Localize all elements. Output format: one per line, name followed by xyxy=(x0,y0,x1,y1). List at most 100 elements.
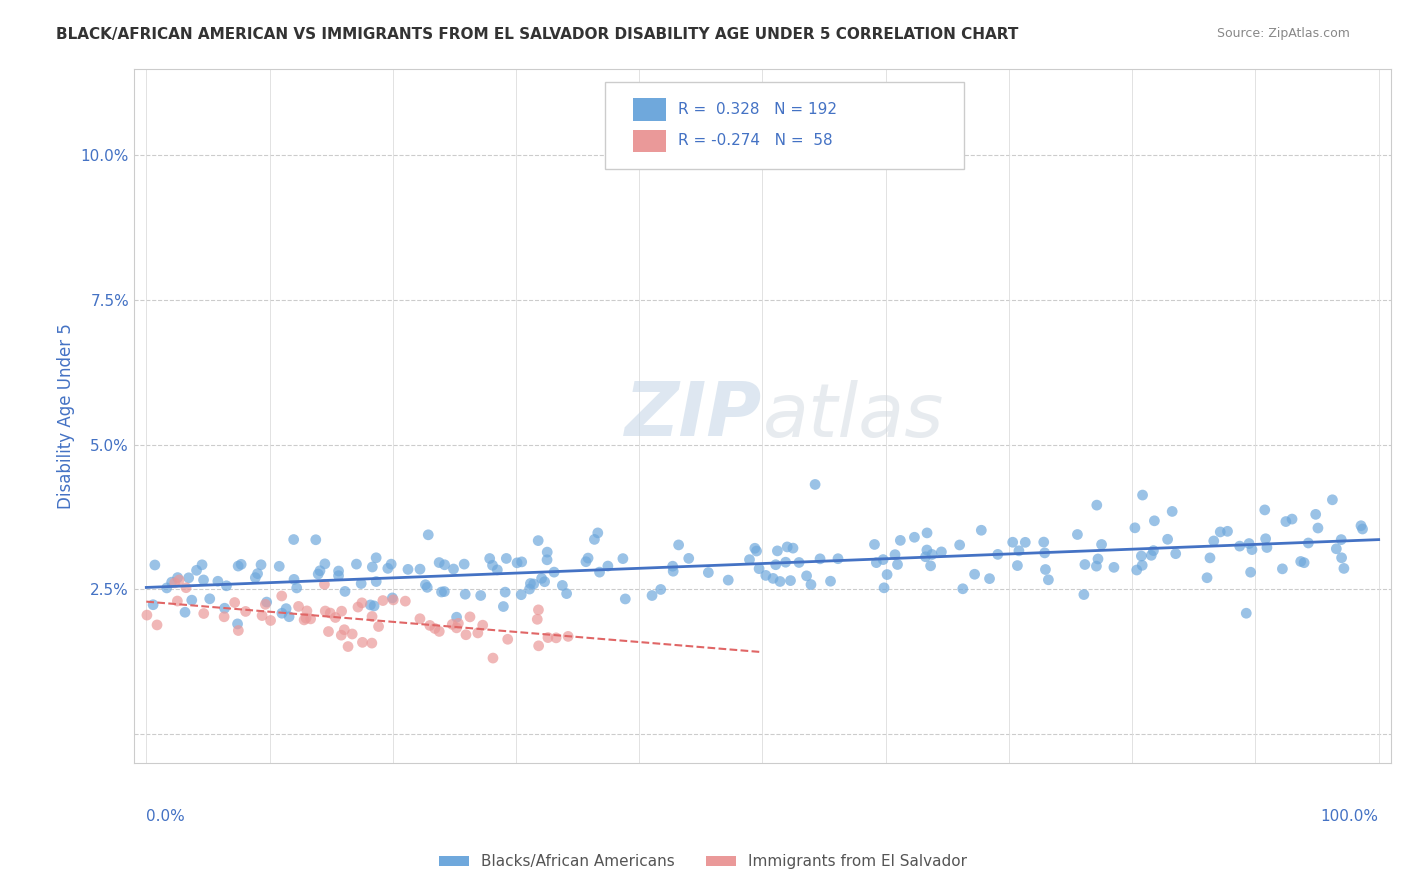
Text: 0.0%: 0.0% xyxy=(146,809,186,824)
Point xyxy=(808,551,831,566)
Point xyxy=(1229,539,1251,553)
Point xyxy=(1254,503,1277,517)
Point xyxy=(1289,554,1312,568)
Point xyxy=(287,599,309,614)
Point xyxy=(314,604,336,618)
Point xyxy=(226,616,249,631)
Point xyxy=(1306,521,1329,535)
Point xyxy=(827,551,849,566)
Point xyxy=(872,552,894,566)
Point xyxy=(330,628,353,642)
Point xyxy=(492,599,515,614)
Point xyxy=(446,621,468,635)
Point xyxy=(661,559,683,574)
Point xyxy=(174,605,197,619)
Text: Source: ZipAtlas.com: Source: ZipAtlas.com xyxy=(1216,27,1350,40)
Point xyxy=(142,598,165,612)
Point xyxy=(510,588,533,602)
Point xyxy=(167,573,190,587)
Point xyxy=(668,538,690,552)
Bar xyxy=(633,98,665,120)
Point xyxy=(347,600,370,615)
Point xyxy=(775,555,797,569)
Point xyxy=(527,603,550,617)
Point xyxy=(530,571,553,585)
Point xyxy=(920,558,942,573)
Point xyxy=(246,566,269,581)
Point xyxy=(766,544,789,558)
Point xyxy=(254,597,277,611)
Point xyxy=(717,573,740,587)
Point xyxy=(1007,558,1029,573)
Point xyxy=(1102,560,1125,574)
Point xyxy=(471,618,494,632)
Point xyxy=(1330,550,1353,565)
Point xyxy=(820,574,842,589)
Point xyxy=(177,571,200,585)
Point xyxy=(1294,556,1316,570)
Point xyxy=(873,581,896,595)
Text: BLACK/AFRICAN AMERICAN VS IMMIGRANTS FROM EL SALVADOR DISABILITY AGE UNDER 5 COR: BLACK/AFRICAN AMERICAN VS IMMIGRANTS FRO… xyxy=(56,27,1018,42)
Point xyxy=(762,571,785,585)
Point xyxy=(1202,533,1225,548)
Point xyxy=(546,631,568,645)
Point xyxy=(1123,521,1146,535)
Point xyxy=(212,609,235,624)
Point xyxy=(346,557,368,571)
Point xyxy=(342,627,364,641)
Point xyxy=(921,548,943,562)
Point xyxy=(1298,536,1320,550)
Point xyxy=(949,538,972,552)
Point xyxy=(292,613,315,627)
Point xyxy=(309,564,332,578)
Point xyxy=(166,594,188,608)
Y-axis label: Disability Age Under 5: Disability Age Under 5 xyxy=(58,323,75,508)
Point xyxy=(804,477,827,491)
Point xyxy=(163,575,186,590)
Point xyxy=(889,533,911,548)
Point xyxy=(533,574,555,589)
Point xyxy=(396,562,419,576)
Point xyxy=(1033,546,1056,560)
Point xyxy=(1066,527,1088,541)
Point xyxy=(1305,508,1327,522)
Point xyxy=(536,545,558,559)
Point xyxy=(1256,541,1278,555)
Point xyxy=(586,525,609,540)
Point xyxy=(416,580,439,594)
Point xyxy=(776,540,799,554)
Point xyxy=(467,626,489,640)
Point xyxy=(409,562,432,576)
Point xyxy=(1130,558,1153,573)
Point xyxy=(537,631,560,645)
Point xyxy=(359,598,381,612)
Point xyxy=(146,618,169,632)
Point xyxy=(283,573,305,587)
Point xyxy=(555,586,578,600)
Point xyxy=(191,558,214,572)
Point xyxy=(1132,488,1154,502)
Point xyxy=(987,548,1010,562)
Point xyxy=(1008,543,1031,558)
Text: 100.0%: 100.0% xyxy=(1320,809,1379,824)
Point xyxy=(551,578,574,592)
Point xyxy=(1014,535,1036,549)
Point xyxy=(415,578,437,592)
Point xyxy=(226,559,249,574)
Point xyxy=(863,537,886,551)
Point xyxy=(276,601,298,615)
Point xyxy=(931,545,953,559)
Point xyxy=(588,565,610,579)
Point xyxy=(441,617,464,632)
Point xyxy=(1001,535,1024,549)
Point xyxy=(482,651,505,665)
Point xyxy=(319,606,342,620)
Point xyxy=(166,571,188,585)
Point xyxy=(215,579,238,593)
Point xyxy=(419,618,441,632)
Point xyxy=(299,612,322,626)
Point xyxy=(256,595,278,609)
Point xyxy=(1143,514,1166,528)
Point xyxy=(186,563,208,577)
Point xyxy=(1271,562,1294,576)
